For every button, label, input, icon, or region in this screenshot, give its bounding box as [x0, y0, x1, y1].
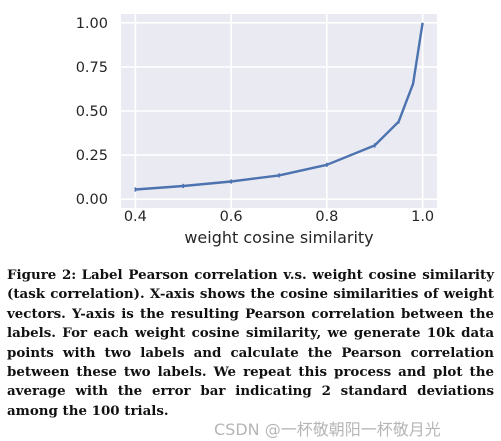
correlation-chart: 0.4 0.6 0.8 1.0 0.00 0.25 0.50 0.75 1.00 weight … [76, 14, 437, 247]
y-tick-label: 0.25 [76, 148, 108, 164]
caption-label: Figure 2: [7, 267, 77, 283]
tick-labels: 0.4 0.6 0.8 1.0 0.00 0.25 0.50 0.75 1.00 [76, 16, 434, 225]
x-tick-label: 0.4 [124, 209, 147, 225]
figure-caption: Figure 2: Label Pearson correlation v.s.… [7, 266, 494, 421]
y-tick-label: 0.75 [76, 60, 108, 76]
x-tick-label: 0.8 [315, 209, 338, 225]
y-tick-label: 1.00 [76, 16, 108, 32]
series-line [135, 22, 424, 191]
grid [121, 14, 437, 208]
x-tick-label: 0.6 [220, 209, 243, 225]
x-tick-label: 1.0 [411, 209, 434, 225]
y-tick-label: 0.50 [76, 104, 108, 120]
caption-text: Label Pearson correlation v.s. weight co… [7, 267, 494, 419]
x-axis-label: weight cosine similarity [184, 228, 373, 247]
y-tick-label: 0.00 [76, 192, 108, 208]
